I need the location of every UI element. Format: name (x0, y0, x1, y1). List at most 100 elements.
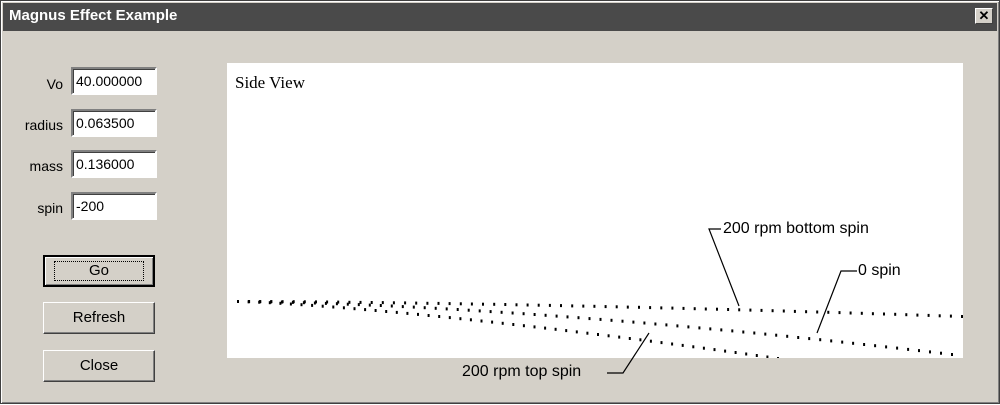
trajectory-dot (738, 308, 741, 312)
trajectory-dot (632, 320, 635, 324)
trajectory-dot (566, 315, 569, 319)
trajectory-dot (544, 313, 547, 317)
trajectory-dot (437, 301, 440, 305)
trajectory-dot (332, 305, 335, 309)
plot-title: Side View (235, 73, 305, 92)
trajectory-dot (577, 316, 580, 320)
trajectory-dot (364, 308, 367, 312)
radius-label: radius (24, 117, 63, 133)
trajectory-dot (610, 318, 613, 322)
trajectory-dot (838, 311, 841, 315)
trajectory-dot (280, 300, 283, 304)
trajectory-dot (526, 303, 529, 307)
trajectory-dot (654, 322, 657, 326)
trajectory-dot (638, 305, 640, 309)
trajectory-dot (415, 301, 418, 305)
trajectory-dot (448, 316, 451, 320)
trajectory-dot (771, 309, 774, 313)
trajectory-dot (961, 315, 963, 318)
trajectory-dot (841, 340, 844, 344)
trajectory-dot (860, 311, 863, 315)
trajectory-dot (427, 314, 430, 317)
trajectory-dot (720, 328, 723, 332)
trajectory-dot (489, 310, 492, 314)
go-button-label: Go (53, 261, 144, 281)
trajectory-dot (417, 312, 419, 316)
trajectory-dot (470, 302, 473, 306)
trajectory-dot (554, 327, 557, 331)
trajectory-dot (682, 306, 685, 310)
refresh-button[interactable]: Refresh (43, 302, 155, 334)
zero-spin-annotation: 0 spin (858, 262, 901, 279)
trajectory-dot (793, 309, 796, 313)
trajectory-dot (607, 334, 610, 338)
trajectory-dot (370, 301, 373, 304)
mass-input[interactable]: 0.136000 (71, 150, 157, 178)
trajectory-dot (830, 339, 833, 343)
trajectory-dot (512, 323, 515, 326)
trajectory-dot (289, 302, 292, 306)
trajectory-dot (896, 346, 899, 350)
spin-input[interactable]: -200 (71, 192, 157, 220)
trajectory-canvas (237, 300, 963, 358)
trajectory-dot (586, 331, 589, 335)
trajectory-dot (381, 301, 384, 305)
trajectory-dot (687, 325, 690, 329)
trajectory-dot (511, 311, 514, 315)
trajectory-dot (438, 315, 441, 318)
trajectory-dot (445, 307, 448, 311)
trajectory-dot (247, 300, 250, 304)
trajectory-dot (395, 310, 398, 314)
trajectory-dot (615, 305, 618, 309)
trajectory-dot (626, 305, 629, 309)
bottom-spin-trajectory (237, 300, 963, 318)
trajectory-dot (522, 312, 525, 316)
trajectory-dot (805, 310, 808, 314)
trajectory-dot (702, 346, 705, 350)
trajectory-dot (588, 317, 591, 321)
trajectory-dot (755, 354, 758, 357)
trajectory-dot (797, 336, 800, 339)
trajectory-dot (357, 303, 360, 307)
spin-label: spin (37, 200, 63, 216)
trajectory-dot (883, 312, 885, 316)
trajectory-dot (302, 301, 305, 305)
mass-label: mass (29, 158, 63, 174)
trajectory-dot (643, 321, 646, 325)
trajectory-dot (491, 320, 494, 324)
title-bar[interactable]: Magnus Effect Example ✕ (3, 3, 997, 31)
trajectory-dot (406, 311, 409, 315)
trajectory-dot (313, 301, 316, 305)
trajectory-dot (681, 343, 684, 347)
trajectory-dot (544, 326, 547, 330)
trajectory-dot (426, 301, 429, 305)
trajectory-dot (766, 355, 769, 358)
trajectory-dot (300, 303, 303, 307)
trajectory-dot (480, 319, 483, 323)
trajectory-dot (816, 310, 819, 314)
trajectory-dot (467, 308, 470, 312)
go-button[interactable]: Go (43, 255, 155, 287)
radius-input[interactable]: 0.063500 (71, 109, 157, 137)
trajectory-dot (279, 301, 282, 305)
trajectory-dot (456, 308, 459, 311)
trajectory-dot (533, 325, 536, 329)
trajectory-dot (628, 337, 631, 340)
trajectory-dot (671, 342, 674, 346)
trajectory-dot (597, 333, 599, 336)
close-button[interactable]: Close (43, 350, 155, 382)
trajectory-dot (270, 300, 272, 304)
trajectory-dot (390, 304, 393, 308)
close-icon[interactable]: ✕ (975, 8, 993, 24)
trajectory-dot (827, 310, 830, 314)
trajectory-dot (548, 303, 551, 307)
trajectory-dot (713, 348, 716, 352)
trajectory-dot (692, 345, 695, 349)
vo-input[interactable]: 40.000000 (71, 67, 157, 95)
trajectory-dot (894, 312, 897, 316)
trajectory-dot (905, 313, 908, 317)
trajectory-dot (582, 304, 585, 308)
trajectory-dot (704, 307, 707, 311)
trajectory-dot (849, 311, 852, 315)
trajectory-dot (742, 330, 745, 334)
